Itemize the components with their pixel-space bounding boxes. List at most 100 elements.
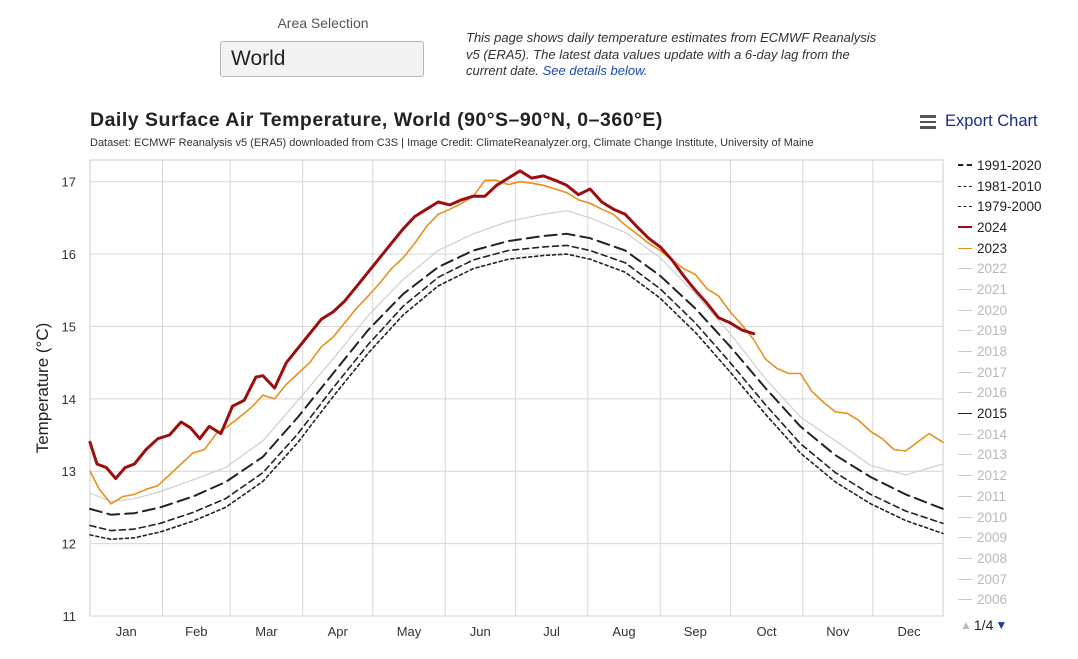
legend-label: 2006 bbox=[977, 592, 1008, 608]
series-line-2022 bbox=[89, 210, 944, 503]
plot-area bbox=[89, 159, 944, 617]
legend-item-2011[interactable]: 2011 bbox=[958, 486, 1073, 507]
area-selection-label: Area Selection bbox=[277, 15, 369, 31]
legend-label: 2013 bbox=[977, 447, 1008, 463]
legend-swatch bbox=[958, 185, 972, 187]
y-tick-label: 16 bbox=[62, 247, 76, 262]
legend-prev-icon[interactable]: ▲ bbox=[960, 618, 972, 632]
legend-label: 2012 bbox=[977, 468, 1008, 484]
legend-swatch bbox=[958, 351, 972, 353]
legend-pager: ▲ 1/4 ▼ bbox=[960, 617, 1007, 633]
legend-item-2021[interactable]: 2021 bbox=[958, 279, 1073, 300]
legend-item-2007[interactable]: 2007 bbox=[958, 569, 1073, 590]
series-line-1979-2000 bbox=[89, 253, 944, 541]
legend-label: 1981-2010 bbox=[977, 178, 1042, 194]
legend-label: 1991-2020 bbox=[977, 157, 1042, 173]
legend-item-2024[interactable]: 2024 bbox=[958, 217, 1073, 238]
legend-label: 2019 bbox=[977, 323, 1008, 339]
legend-label: 2015 bbox=[977, 406, 1008, 422]
see-details-link[interactable]: See details below. bbox=[542, 63, 648, 78]
legend-item-2019[interactable]: 2019 bbox=[958, 321, 1073, 342]
legend-swatch bbox=[958, 330, 972, 332]
legend-item-2013[interactable]: 2013 bbox=[958, 445, 1073, 466]
legend-label: 2021 bbox=[977, 281, 1008, 297]
legend-swatch bbox=[958, 226, 972, 229]
legend-item-2009[interactable]: 2009 bbox=[958, 527, 1073, 548]
legend-label: 1979-2000 bbox=[977, 199, 1042, 215]
legend-label: 2010 bbox=[977, 509, 1008, 525]
legend-item-2017[interactable]: 2017 bbox=[958, 362, 1073, 383]
legend-item-1981-2010[interactable]: 1981-2010 bbox=[958, 176, 1073, 197]
legend-swatch bbox=[958, 454, 972, 456]
legend-swatch bbox=[958, 371, 972, 373]
x-tick-label: Feb bbox=[185, 624, 207, 639]
series-line-2023 bbox=[89, 179, 944, 505]
hamburger-menu-icon bbox=[920, 112, 936, 132]
legend-label: 2023 bbox=[977, 240, 1008, 256]
legend-item-2022[interactable]: 2022 bbox=[958, 258, 1073, 279]
legend-swatch bbox=[958, 433, 972, 435]
legend-swatch bbox=[958, 578, 972, 580]
x-tick-label: Mar bbox=[255, 624, 278, 639]
x-tick-label: Aug bbox=[612, 624, 635, 639]
x-tick-label: Apr bbox=[328, 624, 349, 639]
export-chart-label: Export Chart bbox=[945, 112, 1038, 131]
y-tick-label: 15 bbox=[62, 319, 76, 334]
legend-label: 2014 bbox=[977, 426, 1008, 442]
y-tick-label: 14 bbox=[62, 392, 76, 407]
legend-label: 2009 bbox=[977, 530, 1008, 546]
legend-label: 2007 bbox=[977, 571, 1008, 587]
x-tick-label: May bbox=[397, 624, 422, 639]
legend-item-2006[interactable]: 2006 bbox=[958, 589, 1073, 610]
y-tick-label: 17 bbox=[62, 175, 76, 190]
y-axis-label: Temperature (°C) bbox=[33, 323, 52, 454]
legend-swatch bbox=[958, 495, 972, 497]
legend-swatch bbox=[958, 309, 972, 311]
x-tick-label: Sep bbox=[684, 624, 707, 639]
legend-label: 2008 bbox=[977, 550, 1008, 566]
legend-swatch bbox=[958, 392, 972, 394]
intro-description: This page shows daily temperature estima… bbox=[466, 30, 877, 78]
x-tick-label: Oct bbox=[756, 624, 777, 639]
x-tick-label: Nov bbox=[826, 624, 850, 639]
legend-page-label: 1/4 bbox=[973, 617, 994, 633]
y-tick-label: 11 bbox=[63, 609, 77, 624]
legend-item-2016[interactable]: 2016 bbox=[958, 383, 1073, 404]
y-tick-label: 12 bbox=[62, 537, 76, 552]
intro-text: This page shows daily temperature estima… bbox=[466, 30, 878, 80]
legend-swatch bbox=[958, 164, 972, 167]
legend-label: 2022 bbox=[977, 261, 1008, 277]
legend-swatch bbox=[958, 247, 972, 249]
legend-swatch bbox=[958, 288, 972, 290]
legend-label: 2020 bbox=[977, 302, 1008, 318]
legend-item-2023[interactable]: 2023 bbox=[958, 238, 1073, 259]
legend-item-2018[interactable]: 2018 bbox=[958, 341, 1073, 362]
legend-item-2014[interactable]: 2014 bbox=[958, 424, 1073, 445]
x-tick-label: Jul bbox=[543, 624, 560, 639]
legend-swatch bbox=[958, 413, 972, 415]
legend-label: 2018 bbox=[977, 344, 1008, 360]
legend-item-2008[interactable]: 2008 bbox=[958, 548, 1073, 569]
legend-label: 2016 bbox=[977, 385, 1008, 401]
x-tick-label: Jan bbox=[116, 624, 137, 639]
legend-label: 2011 bbox=[977, 488, 1007, 504]
legend-swatch bbox=[958, 557, 972, 559]
series-line-2024 bbox=[88, 169, 756, 480]
legend-next-icon[interactable]: ▼ bbox=[995, 618, 1008, 632]
series-line-1991-2020 bbox=[89, 232, 944, 516]
legend-item-2015[interactable]: 2015 bbox=[958, 403, 1073, 424]
legend-item-2020[interactable]: 2020 bbox=[958, 300, 1073, 321]
y-tick-label: 13 bbox=[62, 464, 76, 479]
legend-item-1991-2020[interactable]: 1991-2020 bbox=[958, 155, 1073, 176]
legend-swatch bbox=[958, 268, 972, 270]
legend-swatch bbox=[958, 537, 972, 539]
x-tick-label: Dec bbox=[898, 624, 922, 639]
chart-title: Daily Surface Air Temperature, World (90… bbox=[90, 109, 663, 131]
legend-item-2010[interactable]: 2010 bbox=[958, 507, 1073, 528]
area-select-dropdown[interactable]: World bbox=[220, 41, 424, 77]
series-line-1981-2010 bbox=[89, 244, 944, 532]
legend-item-2012[interactable]: 2012 bbox=[958, 465, 1073, 486]
legend-item-1979-2000[interactable]: 1979-2000 bbox=[958, 196, 1073, 217]
export-chart-button[interactable]: Export Chart bbox=[920, 112, 1038, 132]
